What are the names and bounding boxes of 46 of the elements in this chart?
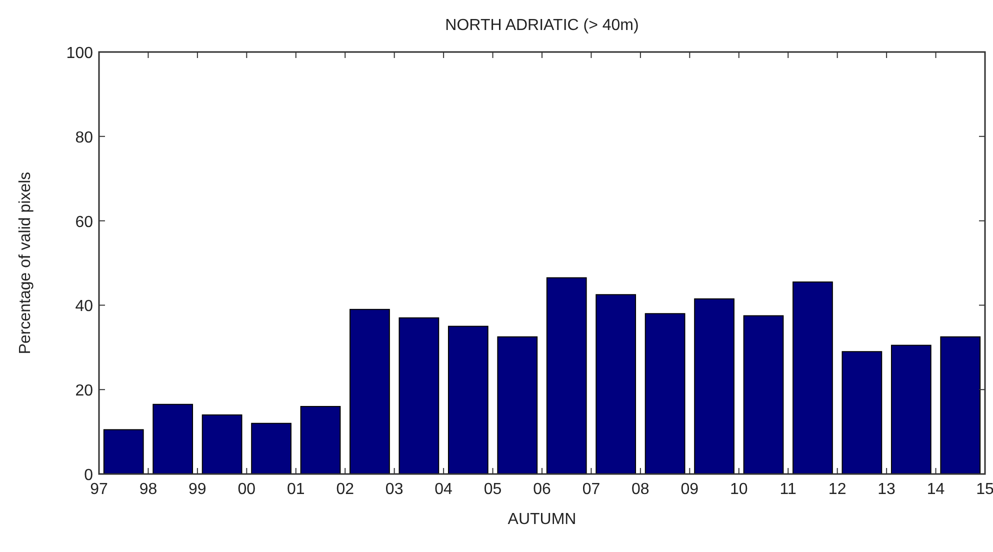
bar bbox=[398, 317, 440, 474]
x-tick-label: 13 bbox=[878, 481, 896, 498]
x-tick-label: 10 bbox=[730, 481, 748, 498]
bar bbox=[596, 294, 636, 474]
y-tick-label: 80 bbox=[75, 129, 94, 146]
x-tick-label: 00 bbox=[238, 481, 256, 498]
bar bbox=[890, 344, 932, 474]
bar bbox=[792, 281, 833, 474]
x-tick-label: 04 bbox=[434, 481, 453, 498]
bar bbox=[251, 422, 292, 474]
bar bbox=[497, 336, 538, 474]
x-tick-label: 06 bbox=[533, 481, 551, 498]
x-tick-label: 03 bbox=[385, 481, 404, 498]
bar bbox=[103, 429, 144, 474]
bar bbox=[546, 277, 587, 474]
x-tick-label: 01 bbox=[286, 481, 305, 498]
x-tick-label: 11 bbox=[780, 481, 797, 498]
bar bbox=[300, 406, 341, 474]
bar bbox=[448, 326, 488, 474]
bar bbox=[694, 298, 734, 474]
bar bbox=[644, 313, 686, 474]
x-tick-label: 14 bbox=[926, 481, 945, 498]
bar bbox=[350, 308, 390, 474]
y-tick-label: 0 bbox=[84, 467, 94, 484]
bar bbox=[743, 315, 784, 474]
bar bbox=[202, 414, 242, 474]
y-tick-label: 100 bbox=[66, 45, 94, 62]
x-tick-label: 12 bbox=[828, 481, 846, 498]
x-tick-label: 09 bbox=[680, 481, 699, 498]
x-tick-label: 99 bbox=[188, 481, 206, 498]
y-axis-title: Percentage of valid pixels bbox=[17, 172, 34, 354]
chart-title: NORTH ADRIATIC (> 40m) bbox=[445, 17, 639, 34]
y-tick-label: 20 bbox=[75, 382, 94, 400]
x-tick-label: 97 bbox=[90, 481, 108, 498]
x-axis-title: AUTUMN bbox=[508, 511, 576, 528]
x-tick-label: 98 bbox=[139, 481, 158, 498]
y-tick-label: 40 bbox=[75, 298, 94, 316]
x-tick-label: 08 bbox=[632, 481, 650, 498]
x-tick-label: 02 bbox=[336, 481, 354, 498]
bar bbox=[152, 404, 194, 474]
bar bbox=[940, 336, 981, 474]
x-tick-label: 07 bbox=[582, 481, 600, 498]
bar bbox=[842, 351, 882, 474]
x-tick-label: 15 bbox=[976, 481, 993, 498]
y-tick-label: 60 bbox=[75, 214, 94, 231]
x-tick-label: 05 bbox=[484, 481, 502, 498]
